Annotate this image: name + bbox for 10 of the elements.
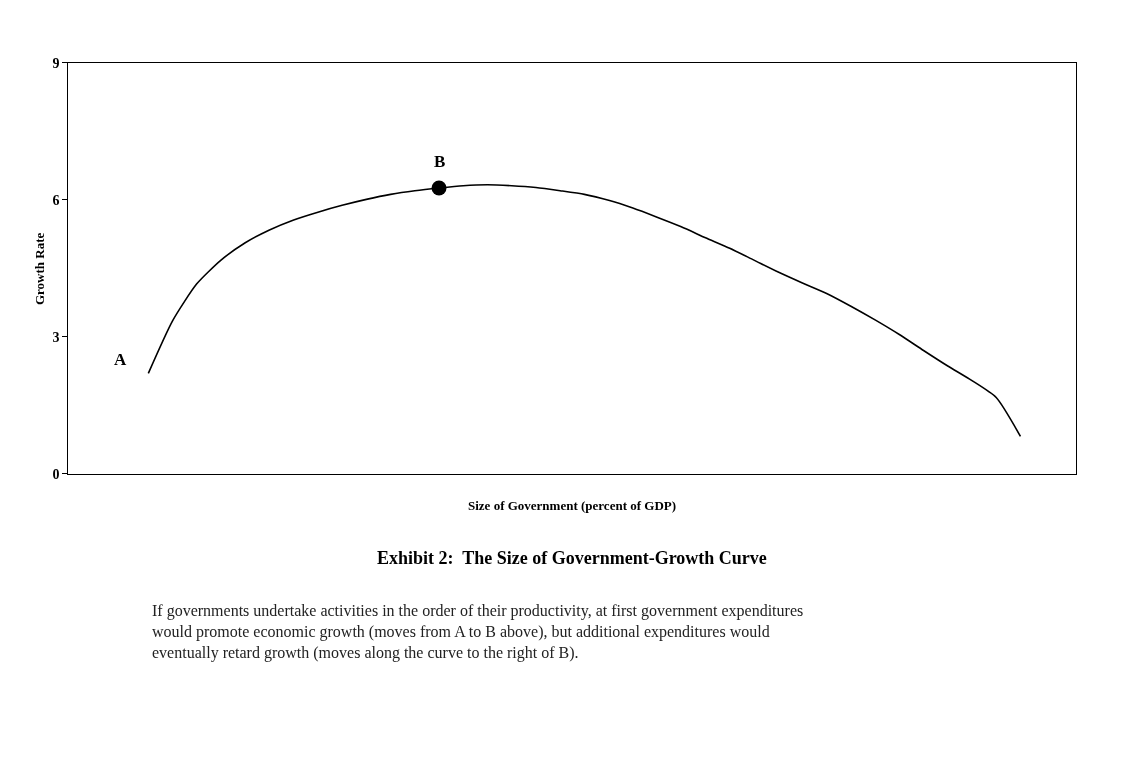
text: Exhibit 2: The Size of Government-Growth Curve — [377, 548, 767, 568]
text: If governments undertake activities in the order of their productivity, at first government expenditures would promote economic growth (moves from A to B above), but additional expenditures would eventually retard growth (moves along the curve to the right of B). — [152, 602, 804, 662]
y-tick-label: 9 — [52, 55, 60, 71]
annotation: B — [434, 152, 446, 171]
text: A — [114, 350, 127, 369]
y-tick-label: 0 — [52, 466, 60, 482]
x-axis-title: Size of Government (percent of GDP) — [468, 498, 677, 513]
y-tick-label: 6 — [52, 192, 60, 208]
y-axis-title: Growth Rate — [32, 232, 48, 306]
y-tick-label: 3 — [52, 329, 60, 345]
